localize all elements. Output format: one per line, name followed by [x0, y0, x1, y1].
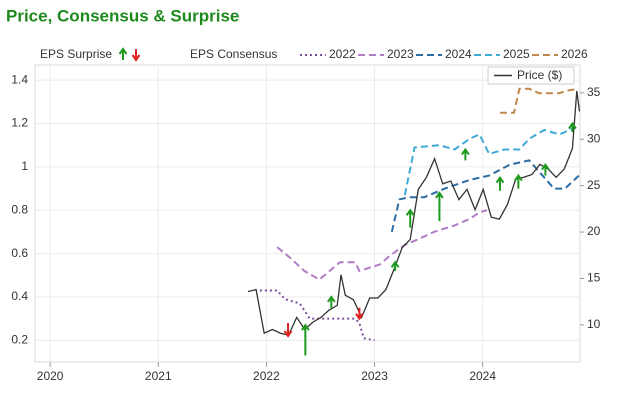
- y-tick-label: 1.2: [11, 116, 28, 130]
- x-tick-label: 2020: [37, 369, 64, 383]
- y-tick-label: 1: [21, 159, 28, 173]
- surprise-arrow: [495, 175, 505, 191]
- y2-tick-label: 20: [587, 224, 601, 238]
- legend-label: 2026: [561, 47, 588, 61]
- surprise-arrow: [514, 173, 523, 189]
- plot-area: [34, 64, 581, 363]
- y-tick-label: 0.4: [11, 289, 28, 303]
- y2-tick-label: 25: [587, 178, 601, 192]
- legend-label: 2023: [387, 47, 414, 61]
- y2-tick-label: 15: [587, 271, 601, 285]
- legend-label: 2022: [329, 47, 356, 61]
- legend-label: EPS Consensus: [190, 47, 277, 61]
- x-tick-label: 2023: [361, 369, 388, 383]
- surprise-arrow: [461, 147, 470, 161]
- consensus-line: [390, 159, 580, 233]
- legend-label: Price ($): [517, 68, 562, 82]
- surprise-arrow: [390, 260, 400, 271]
- legend-label: 2025: [503, 47, 530, 61]
- legend-box: [487, 66, 575, 85]
- y2-tick-label: 10: [587, 317, 601, 331]
- consensus-line: [259, 289, 375, 342]
- y2-tick-label: 35: [587, 85, 601, 99]
- y2-tick-label: 30: [587, 131, 601, 145]
- x-tick-label: 2022: [253, 369, 280, 383]
- legend-icon: [131, 49, 141, 62]
- surprise-arrow: [405, 208, 415, 228]
- legend-label: 2024: [445, 47, 472, 61]
- surprise-arrow: [435, 191, 444, 222]
- consensus-line: [276, 209, 488, 281]
- y-tick-label: 0.2: [11, 332, 28, 346]
- legend-label: EPS Surprise: [40, 47, 112, 61]
- surprise-arrow: [283, 322, 293, 338]
- chart-title: Price, Consensus & Surprise: [6, 6, 239, 25]
- surprise-arrow: [541, 162, 550, 176]
- x-tick-label: 2024: [469, 369, 496, 383]
- surprise-arrow: [326, 295, 336, 308]
- surprise-arrow: [568, 121, 577, 133]
- legend-icon: [118, 47, 128, 60]
- surprise-arrow: [301, 323, 310, 356]
- y-tick-label: 0.6: [11, 246, 28, 260]
- y-tick-label: 0.8: [11, 202, 28, 216]
- y-tick-label: 1.4: [11, 72, 28, 86]
- x-tick-label: 2021: [145, 369, 172, 383]
- consensus-line: [403, 126, 575, 196]
- surprise-arrow: [355, 307, 364, 321]
